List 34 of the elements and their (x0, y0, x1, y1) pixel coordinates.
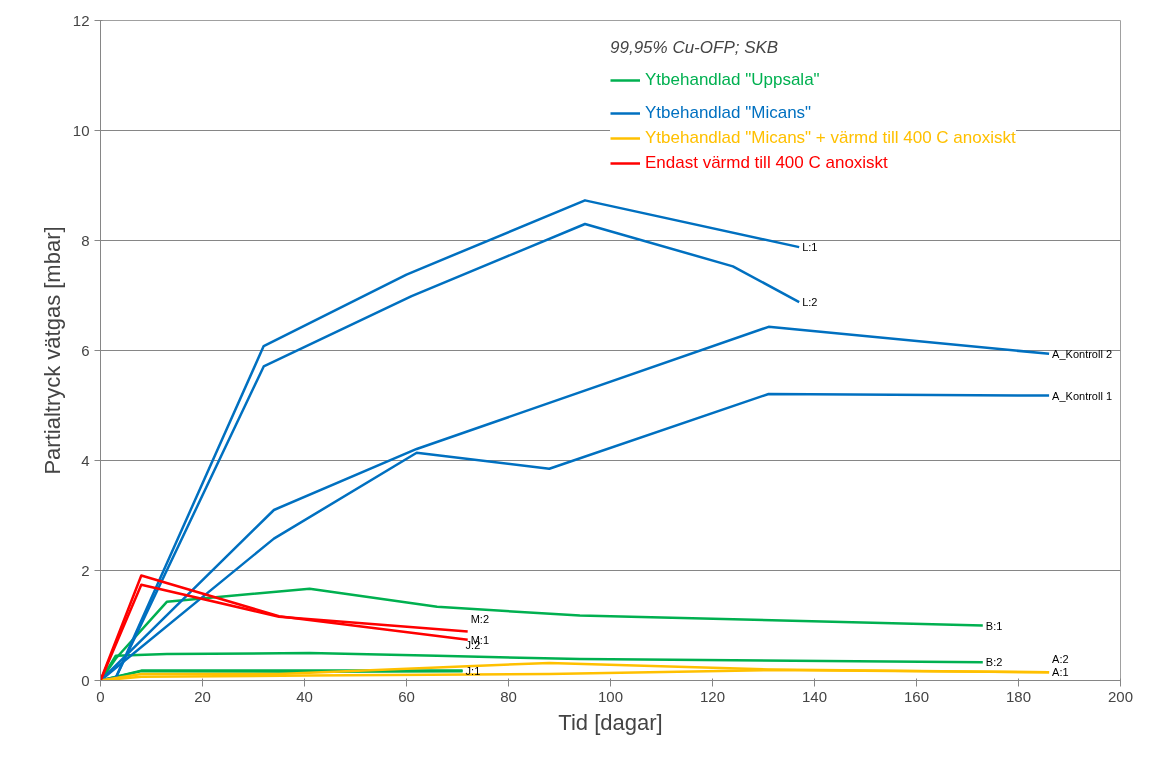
legend-label: Endast värmd till 400 C anoxiskt (645, 153, 888, 173)
x-tick-label: 40 (296, 687, 313, 705)
y-tick-label: 0 (81, 671, 90, 689)
x-tick-label: 80 (500, 687, 517, 705)
annotation: A_Kontroll 1 (1052, 389, 1113, 402)
annotation: L:2 (802, 296, 818, 309)
x-tick-label: 100 (597, 687, 624, 705)
y-tick-label: 6 (81, 341, 90, 359)
x-axis-title: Tid [dagar] (558, 709, 663, 735)
legend-label: Ytbehandlad "Micans" (645, 103, 812, 123)
legend-label: Ytbehandlad "Uppsala" (645, 70, 820, 90)
x-tick-label: 20 (194, 687, 211, 705)
y-tick-label: 4 (81, 451, 90, 469)
annotation: B:1 (985, 619, 1003, 632)
annotation: A_Kontroll 2 (1052, 347, 1113, 360)
y-tick-label: 12 (72, 11, 90, 29)
x-tick-label: 60 (398, 687, 415, 705)
annotation: B:2 (985, 656, 1003, 669)
y-tick-label: 2 (81, 561, 90, 579)
x-tick-label: 0 (96, 687, 105, 705)
y-tick-label: 10 (72, 121, 90, 139)
annotation: M:2 (470, 612, 490, 625)
annotation: A:2 (1052, 653, 1069, 666)
x-tick-label: 140 (801, 687, 828, 705)
y-axis-title: Partialtryck vätgas [mbar] (39, 226, 65, 475)
annotation: A:1 (1052, 666, 1069, 679)
legend-title: 99,95% Cu-OFP; SKB (610, 38, 780, 58)
x-tick-label: 200 (1107, 687, 1134, 705)
legend-label: Ytbehandlad "Micans" + värmd till 400 C anoxiskt (645, 128, 1016, 148)
y-tick-label: 8 (81, 231, 90, 249)
annotation: L:1 (802, 241, 818, 254)
x-tick-label: 180 (1005, 687, 1032, 705)
x-tick-label: 120 (699, 687, 726, 705)
x-tick-label: 160 (903, 687, 930, 705)
